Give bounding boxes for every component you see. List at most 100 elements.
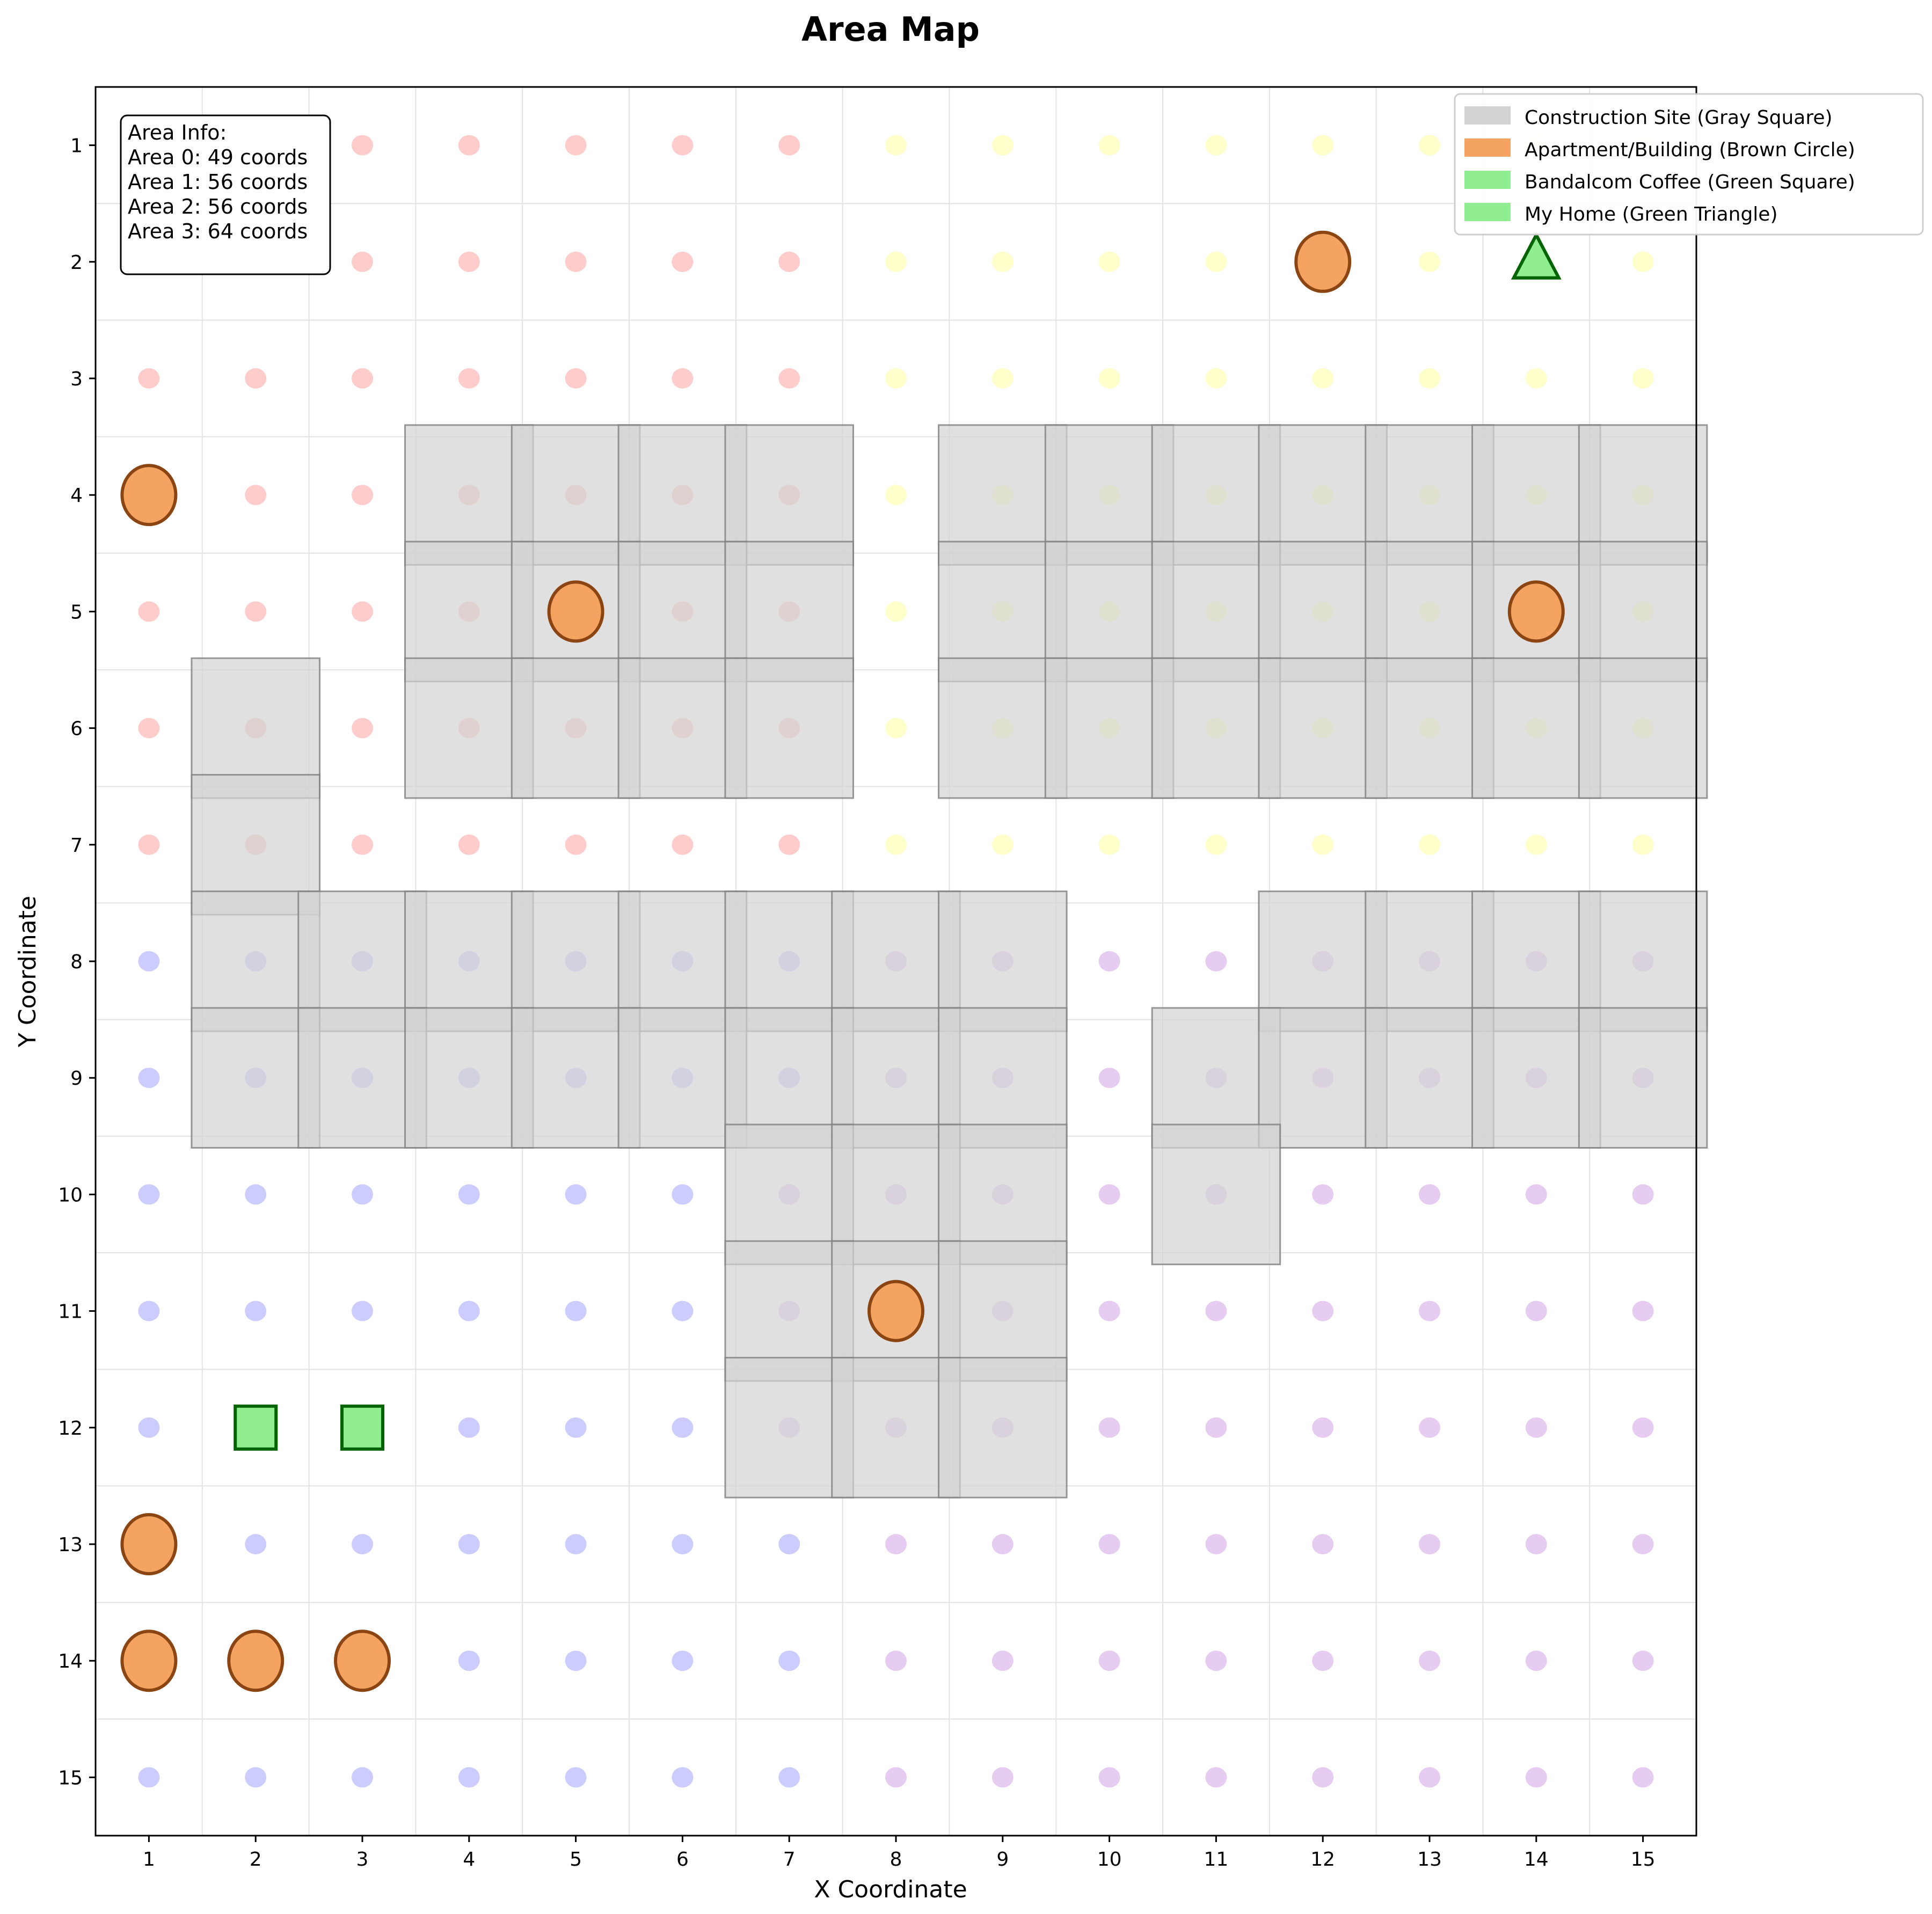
area-point <box>1312 135 1334 156</box>
coffee-shops <box>234 1404 384 1451</box>
legend-swatch-apartment <box>1464 138 1511 157</box>
area-point <box>991 1650 1014 1671</box>
area-point <box>138 951 160 971</box>
apartment-marker <box>227 1630 285 1692</box>
x-tick-label: 12 <box>1310 1849 1335 1871</box>
area-point <box>245 485 267 506</box>
y-tick-label: 4 <box>70 485 83 507</box>
area-point <box>1312 1767 1334 1788</box>
area-point <box>1205 1534 1227 1554</box>
area-point <box>1525 1184 1547 1205</box>
area-point <box>352 834 373 855</box>
area-point <box>138 1184 160 1205</box>
area-point <box>1312 1534 1334 1554</box>
x-tick-label: 5 <box>570 1849 582 1871</box>
y-tick-label: 2 <box>70 252 83 274</box>
area-point <box>352 368 373 389</box>
area-point <box>565 1534 587 1554</box>
area-info-line: Area 0: 49 coords <box>128 145 308 169</box>
area-point <box>778 251 800 272</box>
area-point <box>1419 1417 1440 1438</box>
area-point <box>1205 951 1227 971</box>
y-tick-label: 9 <box>70 1068 83 1090</box>
y-axis-label: Y Coordinate <box>14 896 41 1048</box>
construction-site <box>1151 1123 1281 1266</box>
x-tick-label: 9 <box>996 1849 1009 1871</box>
x-tick-label: 1 <box>143 1849 155 1871</box>
area-point <box>1525 1534 1547 1554</box>
area-info-line: Area 3: 64 coords <box>128 220 308 243</box>
area-point <box>778 368 800 389</box>
area-point <box>458 1301 480 1321</box>
area-point <box>1098 135 1120 156</box>
area-point <box>991 135 1014 156</box>
area-point <box>352 485 373 506</box>
area-point <box>352 135 373 156</box>
construction-sites <box>191 424 1708 1499</box>
area-point <box>1312 1301 1334 1321</box>
area-point <box>458 1534 480 1554</box>
area-point <box>672 1184 694 1205</box>
area-point <box>1419 135 1440 156</box>
area-point <box>1098 1417 1120 1438</box>
area-point <box>138 1417 160 1438</box>
area-point <box>565 834 587 855</box>
area-point <box>245 1184 267 1205</box>
area-point <box>1419 251 1440 272</box>
area-point <box>565 251 587 272</box>
area-point <box>672 251 694 272</box>
y-tick-label: 13 <box>58 1534 83 1556</box>
construction-site <box>1578 657 1708 799</box>
area-point <box>352 1767 373 1788</box>
apartment-marker <box>334 1630 391 1692</box>
area-point <box>1632 1767 1654 1788</box>
area-point <box>1098 368 1120 389</box>
area-info-title: Area Info: <box>128 121 227 144</box>
area-point <box>1525 1767 1547 1788</box>
area-point <box>672 1650 694 1671</box>
area-point <box>458 1417 480 1438</box>
area-point <box>1525 834 1547 855</box>
area-point <box>1098 1767 1120 1788</box>
area-point <box>1312 1650 1334 1671</box>
area-point <box>885 1767 907 1788</box>
legend-swatch-home <box>1464 203 1511 221</box>
y-tick-label: 5 <box>70 601 83 623</box>
area-point <box>1205 251 1227 272</box>
area-point <box>1312 1417 1334 1438</box>
area-point <box>565 1417 587 1438</box>
area-point <box>1312 368 1334 389</box>
area-point <box>672 1767 694 1788</box>
area-point <box>991 368 1014 389</box>
area-point <box>1205 135 1227 156</box>
y-tick-label: 3 <box>70 368 83 390</box>
area-point <box>138 601 160 622</box>
apartment-marker <box>120 1513 178 1575</box>
area-point <box>672 1301 694 1321</box>
area-point <box>778 1534 800 1554</box>
area-point <box>458 368 480 389</box>
area-point <box>245 1534 267 1554</box>
area-point <box>672 834 694 855</box>
area-point <box>672 1534 694 1554</box>
x-tick-label: 13 <box>1417 1849 1442 1871</box>
area-point <box>352 1534 373 1554</box>
y-tick-label: 8 <box>70 951 83 973</box>
y-tick-label: 11 <box>58 1301 83 1323</box>
area-point <box>885 601 907 622</box>
area-point <box>1525 1417 1547 1438</box>
area-point <box>991 834 1014 855</box>
coffee-shop-marker <box>234 1404 278 1451</box>
area-point <box>565 1301 587 1321</box>
area-point <box>138 1301 160 1321</box>
area-point <box>1205 368 1227 389</box>
area-point <box>1098 1534 1120 1554</box>
legend-label-home: My Home (Green Triangle) <box>1525 203 1778 225</box>
y-tick-label: 10 <box>58 1184 83 1206</box>
area-point <box>565 135 587 156</box>
area-point <box>885 718 907 739</box>
area-point <box>1098 1650 1120 1671</box>
area-point <box>1205 1417 1227 1438</box>
area-point <box>245 601 267 622</box>
area-point <box>565 1184 587 1205</box>
